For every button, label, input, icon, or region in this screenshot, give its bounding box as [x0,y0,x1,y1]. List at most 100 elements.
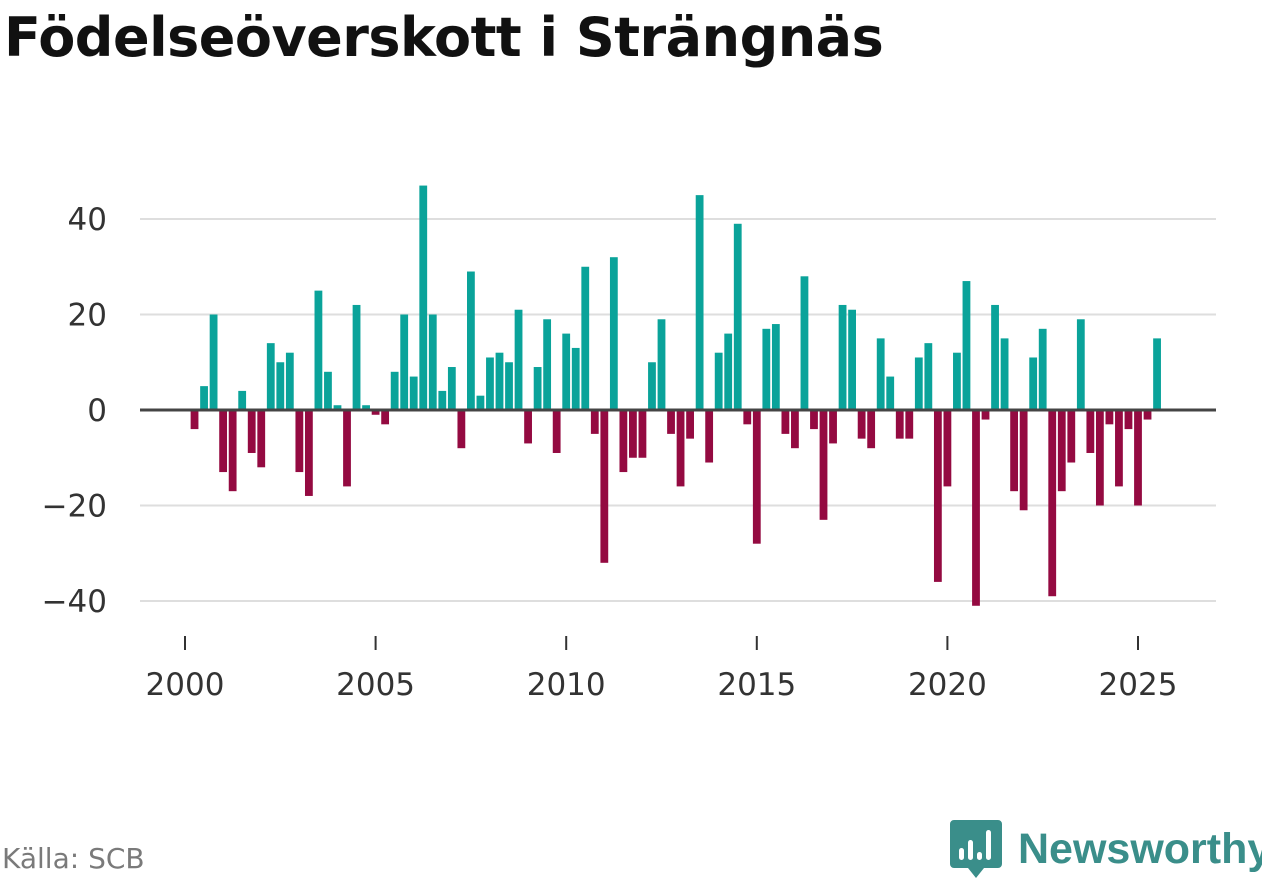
bar[interactable] [247,410,256,453]
bar[interactable] [933,410,942,582]
bar[interactable] [686,410,694,439]
bar[interactable] [533,367,542,410]
bar[interactable] [848,309,856,410]
bar[interactable] [819,410,828,520]
bar[interactable] [552,410,561,453]
bar[interactable] [657,319,666,410]
bar[interactable] [371,410,380,415]
bar[interactable] [1010,410,1019,492]
bar[interactable] [972,410,980,606]
bar[interactable] [276,362,285,410]
bar[interactable] [543,319,552,410]
bar[interactable] [1115,410,1123,487]
bar[interactable] [962,281,971,410]
bar[interactable] [943,410,952,487]
bar[interactable] [1038,328,1047,410]
bar[interactable] [1057,410,1066,492]
bar[interactable] [352,304,361,410]
bar[interactable] [1000,338,1009,411]
bar[interactable] [857,410,866,439]
bar[interactable] [400,314,409,411]
bar[interactable] [724,333,733,410]
bar[interactable] [1153,338,1161,411]
bar[interactable] [924,343,933,410]
bar[interactable] [991,304,999,410]
bar[interactable] [1076,319,1085,410]
bar[interactable] [476,395,485,410]
bar[interactable] [581,266,590,410]
bar[interactable] [895,410,904,439]
bar[interactable] [914,357,923,410]
bar[interactable] [829,410,837,444]
bar[interactable] [1029,357,1038,410]
bar[interactable] [619,410,628,473]
bar[interactable] [838,304,847,410]
bar[interactable] [667,410,675,434]
bar[interactable] [257,410,266,468]
bar[interactable] [781,410,790,434]
bar[interactable] [714,352,723,410]
bar[interactable] [381,410,390,425]
bar[interactable] [562,333,571,410]
bar[interactable] [447,367,456,410]
bar[interactable] [1105,410,1114,425]
bar[interactable] [428,314,437,411]
bar[interactable] [571,347,580,410]
bar[interactable] [705,410,714,463]
bar[interactable] [1143,410,1152,420]
bar[interactable] [495,352,504,410]
bar[interactable] [200,386,208,411]
bar[interactable] [1124,410,1133,430]
bar[interactable] [867,410,876,449]
bar[interactable] [876,338,885,411]
bar[interactable] [1086,410,1095,453]
bar[interactable] [486,357,494,410]
bar[interactable] [438,390,447,410]
bar[interactable] [762,328,771,410]
bar[interactable] [324,371,332,410]
bar[interactable] [752,410,761,544]
bar[interactable] [695,195,704,411]
bar[interactable] [800,276,809,410]
newsworthy-brand[interactable]: Newsworthy [950,818,1262,880]
bar[interactable] [771,324,780,410]
bar[interactable] [648,362,656,410]
bar[interactable] [905,410,914,439]
bar[interactable] [1048,410,1057,597]
bar[interactable] [419,185,428,410]
bar[interactable] [743,410,752,425]
bar[interactable] [304,410,313,496]
bar[interactable] [266,343,275,410]
bar[interactable] [1019,410,1028,511]
bar[interactable] [190,410,199,430]
bar[interactable] [600,410,609,563]
bar[interactable] [629,410,637,458]
bar[interactable] [791,410,799,449]
bar[interactable] [733,223,742,410]
bar[interactable] [209,314,218,411]
bar[interactable] [638,410,647,458]
bar[interactable] [333,405,342,410]
bar[interactable] [514,309,523,410]
bar[interactable] [810,410,818,430]
bar[interactable] [228,410,237,492]
bar[interactable] [590,410,599,434]
bar[interactable] [981,410,990,420]
bar[interactable] [362,405,370,410]
bar[interactable] [314,290,323,411]
bar[interactable] [1095,410,1104,506]
bar[interactable] [1067,410,1076,463]
bar[interactable] [953,352,961,410]
bar[interactable] [524,410,532,444]
bar[interactable] [1134,410,1142,506]
bar[interactable] [238,390,247,410]
bar[interactable] [390,371,399,410]
bar[interactable] [457,410,466,449]
bar[interactable] [676,410,685,487]
bar[interactable] [505,362,513,410]
bar[interactable] [886,376,895,410]
bar[interactable] [219,410,228,473]
bar[interactable] [409,376,418,410]
bar[interactable] [285,352,294,410]
bar[interactable] [609,257,618,410]
